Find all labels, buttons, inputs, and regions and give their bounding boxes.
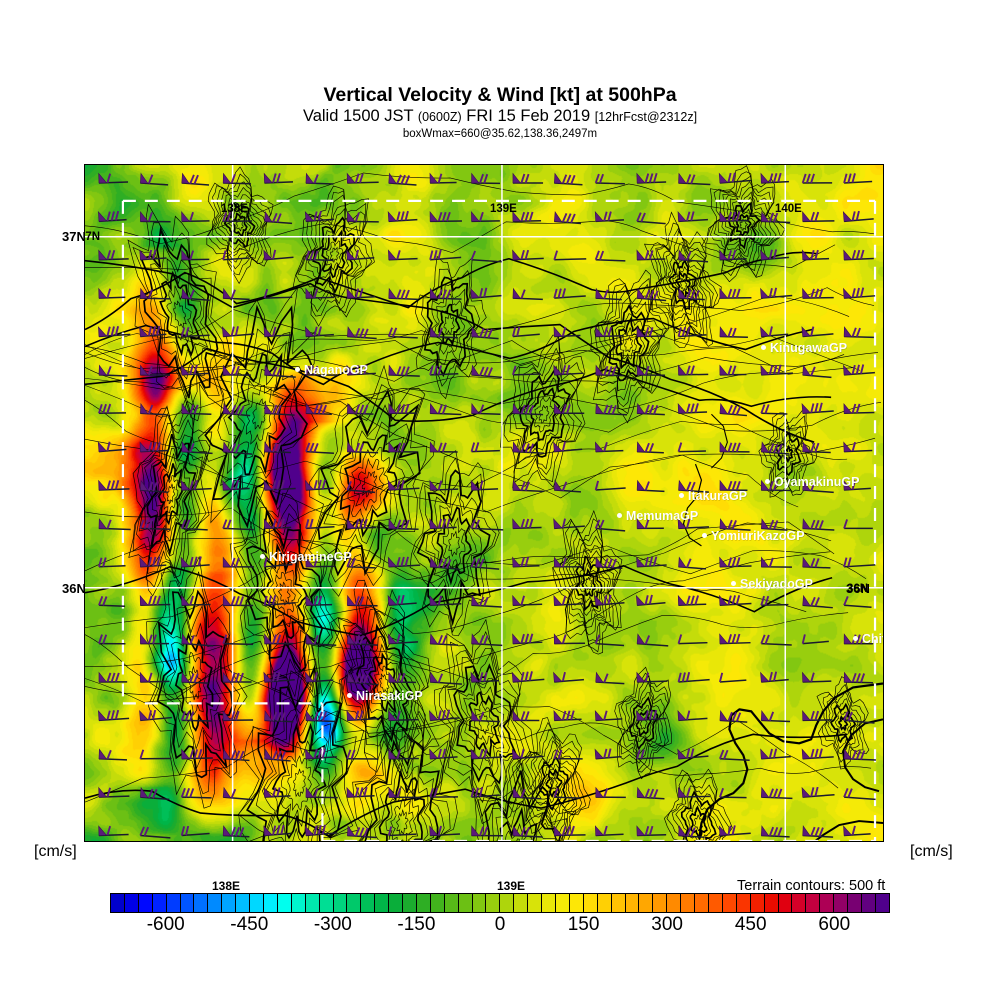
colorbar-tick-label: -450 <box>230 914 269 935</box>
colorbar-cell <box>806 894 821 912</box>
colorbar-cell <box>375 894 390 912</box>
colorbar-cell <box>792 894 807 912</box>
colorbar-cell <box>528 894 543 912</box>
colorbar-tick-label: 150 <box>567 914 600 935</box>
colorbar-cell <box>639 894 654 912</box>
colorbar-cell <box>542 894 556 912</box>
colorbar-tick-label: -300 <box>313 914 352 935</box>
colorbar[interactable] <box>110 893 890 913</box>
colorbar-cell <box>208 894 223 912</box>
colorbar-cell <box>166 894 181 912</box>
colorbar-cell <box>486 894 501 912</box>
colorbar-cell <box>736 894 751 912</box>
colorbar-cell <box>180 894 195 912</box>
colorbar-cell <box>583 894 598 912</box>
colorbar-wrapper[interactable] <box>110 893 890 913</box>
colorbar-cell <box>416 894 431 912</box>
valid-time-subtitle: Valid 1500 JST (0600Z) FRI 15 Feb 2019 [… <box>0 106 1000 127</box>
longitude-axis-label: 139E <box>497 879 526 893</box>
colorbar-cell <box>764 894 779 912</box>
colorbar-tick-label: 0 <box>494 914 506 935</box>
colorbar-tick-label: -150 <box>397 914 436 935</box>
colorbar-cell <box>820 894 835 912</box>
title-block: Vertical Velocity & Wind [kt] at 500hPa … <box>0 84 1000 141</box>
vertical-velocity-heatmap <box>85 165 883 841</box>
colorbar-cell <box>458 894 473 912</box>
colorbar-cell <box>611 894 626 912</box>
colorbar-cell <box>514 894 529 912</box>
colorbar-cell <box>333 894 348 912</box>
colorbar-cell <box>556 894 570 912</box>
colorbar-cell <box>875 894 889 912</box>
colorbar-tick-label: -600 <box>146 914 185 935</box>
colorbar-cell <box>834 894 849 912</box>
colorbar-tick-label: 600 <box>818 914 851 935</box>
colorbar-tick-label: 450 <box>734 914 767 935</box>
colorbar-cell <box>347 894 362 912</box>
colorbar-cell <box>111 894 125 912</box>
colorbar-cell <box>500 894 515 912</box>
colorbar-cell <box>277 894 292 912</box>
colorbar-cell <box>750 894 765 912</box>
colorbar-cell <box>305 894 320 912</box>
latitude-axis-label: 36N <box>846 581 870 596</box>
colorbar-cell <box>194 894 209 912</box>
colorbar-cell <box>472 894 487 912</box>
colorbar-cell <box>291 894 306 912</box>
colorbar-cell <box>389 894 404 912</box>
page-title: Vertical Velocity & Wind [kt] at 500hPa <box>323 84 677 106</box>
colorbar-cell <box>653 894 668 912</box>
colorbar-cell <box>236 894 251 912</box>
colorbar-cell <box>861 894 876 912</box>
colorbar-cell <box>319 894 334 912</box>
colorbar-cell <box>722 894 737 912</box>
colorbar-cell <box>597 894 612 912</box>
map-plot-area[interactable]: NaganoGP KinugawaGP ItakuraGP OyamakinuGP Me… <box>84 164 884 842</box>
colorbar-cell <box>263 894 278 912</box>
colorbar-tick-labels: -600 -450 -300 -150 0 150 300 450 600 <box>110 914 890 944</box>
colorbar-cell <box>444 894 459 912</box>
box-wmax-annotation: boxWmax=660@35.62,138.36,2497m <box>402 128 598 140</box>
colorbar-cell <box>778 894 793 912</box>
forecast-tag: [12hrFcst@2312z] <box>594 110 698 124</box>
colorbar-cell <box>848 894 862 912</box>
colorbar-cell <box>222 894 237 912</box>
colorbar-cell <box>681 894 696 912</box>
colorbar-cell <box>250 894 264 912</box>
colorbar-cell <box>152 894 167 912</box>
valid-time-utc: (0600Z) <box>417 110 462 124</box>
valid-time-local: Valid 1500 JST <box>302 107 414 125</box>
colorbar-cell <box>695 894 709 912</box>
colorbar-cell <box>569 894 584 912</box>
terrain-contours-note: Terrain contours: 500 ft <box>737 878 886 894</box>
colorbar-cell <box>625 894 640 912</box>
colorbar-tick-label: 300 <box>651 914 683 935</box>
units-label-left: [cm/s] <box>34 843 77 860</box>
colorbar-cell <box>361 894 376 912</box>
colorbar-cell <box>403 894 417 912</box>
latitude-axis-label: 37N <box>62 229 86 244</box>
longitude-axis-label: 138E <box>212 879 241 893</box>
colorbar-cell <box>430 894 445 912</box>
colorbar-cell <box>708 894 723 912</box>
colorbar-cell <box>138 894 153 912</box>
units-label-right: [cm/s] <box>910 843 953 860</box>
colorbar-cell <box>667 894 682 912</box>
colorbar-cell <box>124 894 139 912</box>
latitude-axis-label: 36N <box>62 581 86 596</box>
valid-date: FRI 15 Feb 2019 <box>466 107 591 125</box>
